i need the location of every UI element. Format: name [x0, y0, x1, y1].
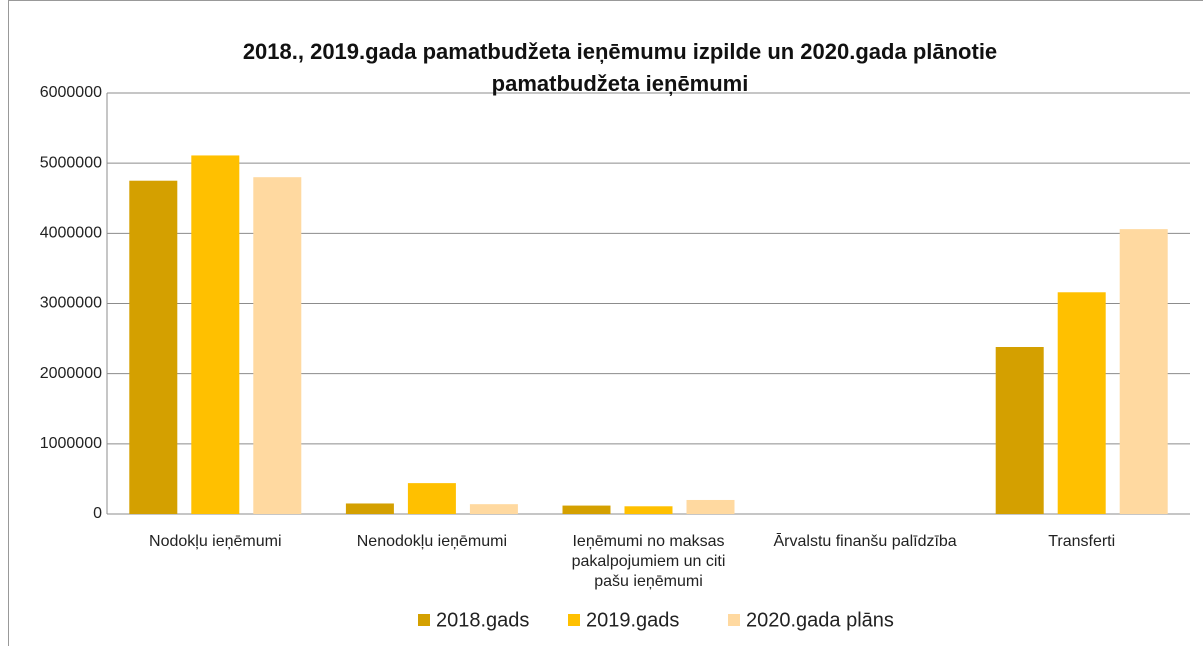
- bar: [686, 499, 735, 514]
- bar: [1119, 229, 1168, 514]
- x-tick-label: Ieņēmumi no maksas pakalpojumiem un citi…: [571, 533, 726, 590]
- legend-swatch: [728, 614, 740, 626]
- bar: [624, 506, 673, 514]
- bar: [995, 347, 1044, 514]
- y-tick-label: 1000000: [40, 435, 102, 452]
- x-tick-label: Ārvalstu finanšu palīdzība: [773, 533, 957, 550]
- bar: [253, 177, 302, 514]
- legend-swatch: [568, 614, 580, 626]
- chart-title: 2018., 2019.gada pamatbudžeta ieņēmumu i…: [242, 39, 998, 96]
- y-tick-label: 3000000: [40, 295, 102, 312]
- y-tick-label: 2000000: [40, 365, 102, 382]
- y-tick-label: 0: [93, 505, 102, 522]
- bar: [1057, 292, 1106, 514]
- y-tick-label: 5000000: [40, 154, 102, 171]
- bar: [469, 504, 518, 514]
- bar: [407, 483, 456, 514]
- legend-label: 2019.gads: [586, 609, 679, 631]
- y-tick-label: 4000000: [40, 225, 102, 242]
- x-tick-label: Nenodokļu ieņēmumi: [356, 533, 508, 550]
- legend-label: 2020.gada plāns: [746, 609, 894, 631]
- bar: [191, 155, 240, 514]
- chart-border: [8, 0, 1203, 646]
- bar: [129, 180, 178, 515]
- bar: [345, 503, 394, 514]
- legend-swatch: [418, 614, 430, 626]
- x-tick-label: Transferti: [1048, 533, 1116, 550]
- x-tick-label: Nodokļu ieņēmumi: [149, 533, 282, 550]
- y-tick-label: 6000000: [40, 84, 102, 101]
- bar: [562, 505, 611, 514]
- legend-label: 2018.gads: [436, 609, 529, 631]
